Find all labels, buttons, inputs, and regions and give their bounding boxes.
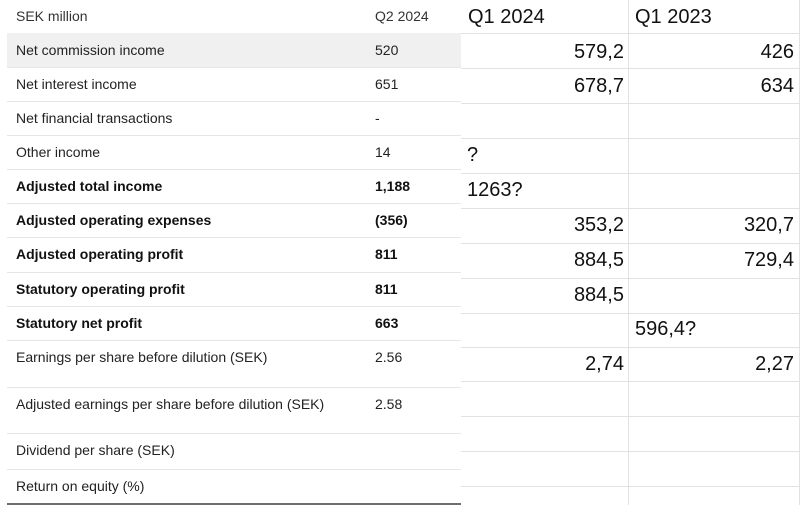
cell-q1-2023[interactable]: 596,4? (635, 318, 697, 340)
cell-q1-2024[interactable]: 678,7 (573, 75, 624, 97)
grid-row-divider (461, 381, 800, 382)
table-header-row: SEK million Q2 2024 (7, 0, 461, 34)
cell-q1-2024[interactable]: 884,5 (573, 249, 624, 271)
table-row: Adjusted earnings per share before dilut… (7, 387, 461, 434)
row-label: Statutory net profit (16, 315, 142, 331)
cell-q1-2024[interactable]: 1263? (467, 179, 523, 201)
cell-q1-2024[interactable]: 353,2 (573, 214, 624, 236)
row-label: Earnings per share before dilution (SEK) (16, 349, 268, 365)
row-label: Net financial transactions (16, 110, 173, 126)
header-column-q2-2024: Q2 2024 (375, 8, 429, 24)
table-row: Net interest income 651 (7, 67, 461, 102)
grid-row-divider (461, 208, 800, 209)
grid-row-divider (461, 243, 800, 244)
column-header-q1-2023[interactable]: Q1 2023 (635, 6, 712, 28)
cell-q1-2023[interactable]: 634 (760, 75, 794, 97)
row-value-q2-2024: 811 (375, 246, 398, 262)
row-value-q2-2024: 663 (375, 315, 399, 331)
row-value-q2-2024: 14 (375, 144, 391, 160)
grid-row-divider (461, 416, 800, 417)
row-label: Adjusted earnings per share before dilut… (16, 396, 325, 412)
cell-q1-2024[interactable]: 579,2 (573, 41, 624, 63)
table-row: Other income 14 (7, 135, 461, 170)
grid-row-divider (461, 103, 800, 104)
cell-q1-2023[interactable]: 320,7 (743, 214, 794, 236)
grid-row-divider (461, 451, 800, 452)
grid-column-divider (628, 0, 629, 505)
grid-row-divider (461, 486, 800, 487)
row-label: Other income (16, 144, 101, 160)
cell-q1-2023[interactable]: 2,27 (755, 353, 794, 375)
cell-q1-2024[interactable]: 884,5 (573, 284, 624, 306)
table-row: Statutory operating profit 811 (7, 272, 461, 307)
table-row: Return on equity (%) (7, 469, 461, 505)
row-label: Return on equity (%) (16, 478, 145, 494)
table-row: Adjusted operating profit 811 (7, 237, 461, 273)
table-row: Net financial transactions - (7, 101, 461, 136)
row-value-q2-2024: 1,188 (375, 178, 411, 194)
grid-row-divider (461, 138, 800, 139)
row-value-q2-2024: 811 (375, 281, 398, 297)
table-row: Statutory net profit 663 (7, 306, 461, 341)
financial-summary-table: SEK million Q2 2024 Net commission incom… (7, 0, 461, 505)
row-label: Dividend per share (SEK) (16, 442, 175, 458)
row-label: Adjusted operating expenses (16, 212, 212, 228)
grid-row-divider (461, 33, 800, 34)
table-row: Net commission income 520 (7, 33, 461, 68)
table-row: Earnings per share before dilution (SEK)… (7, 340, 461, 388)
header-label: SEK million (16, 8, 88, 24)
grid-row-divider (461, 278, 800, 279)
column-header-q1-2024[interactable]: Q1 2024 (468, 6, 545, 28)
grid-row-divider (461, 173, 800, 174)
grid-row-divider (461, 313, 800, 314)
table-row: Adjusted total income 1,188 (7, 169, 461, 204)
row-label: Statutory operating profit (16, 281, 185, 297)
cell-q1-2024[interactable]: ? (467, 144, 479, 166)
row-value-q2-2024: 2.56 (375, 349, 403, 365)
row-label: Adjusted total income (16, 178, 163, 194)
table-row: Adjusted operating expenses (356) (7, 203, 461, 238)
row-value-q2-2024: 2.58 (375, 396, 403, 412)
table-row: Dividend per share (SEK) (7, 433, 461, 470)
row-value-q2-2024: (356) (375, 212, 408, 228)
row-label: Net interest income (16, 76, 137, 92)
row-label: Net commission income (16, 42, 165, 58)
cell-q1-2023[interactable]: 426 (760, 41, 794, 63)
grid-row-divider (461, 347, 800, 348)
grid-row-divider (461, 68, 800, 69)
row-value-q2-2024: 651 (375, 76, 399, 92)
row-value-q2-2024: - (375, 110, 380, 126)
cell-q1-2023[interactable]: 729,4 (743, 249, 794, 271)
cell-q1-2024[interactable]: 2,74 (585, 353, 624, 375)
row-value-q2-2024: 520 (375, 42, 399, 58)
row-label: Adjusted operating profit (16, 246, 184, 262)
spreadsheet-grid: Q1 2024 Q1 2023 579,2 426 678,7 634? 1263? 35… (461, 0, 800, 505)
